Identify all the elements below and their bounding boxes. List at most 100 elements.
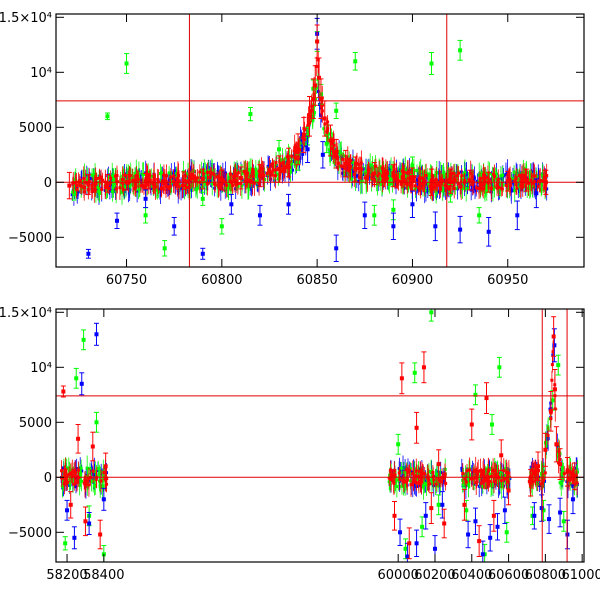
data-point: [412, 370, 417, 375]
x-tick-label: 60900: [392, 273, 433, 288]
cloud-point: [316, 64, 320, 68]
y-tick-label: −5000: [8, 231, 52, 246]
cloud-point: [396, 181, 400, 185]
data-point: [277, 147, 282, 152]
cloud-point: [300, 146, 304, 150]
cloud-point: [194, 176, 198, 180]
cloud-point: [87, 483, 91, 487]
cloud-point: [188, 177, 192, 181]
cloud-point: [397, 471, 401, 475]
cloud-point: [200, 168, 204, 172]
data-point: [391, 224, 396, 229]
cloud-point: [398, 175, 402, 179]
cloud-point: [85, 466, 89, 470]
cloud-point: [270, 162, 274, 166]
cloud-point: [139, 184, 143, 188]
cloud-point: [497, 185, 501, 189]
cloud-point: [434, 482, 438, 486]
cloud-point: [172, 172, 176, 176]
cloud-point: [407, 468, 411, 472]
cloud-point: [232, 174, 236, 178]
data-point: [87, 521, 92, 526]
cloud-point: [236, 171, 240, 175]
cloud-point: [426, 478, 430, 482]
data-point: [473, 392, 478, 397]
cloud-point: [422, 485, 426, 489]
cloud-point: [387, 182, 391, 186]
data-point: [320, 152, 325, 157]
data-point: [391, 207, 396, 212]
y-tick-label: 1.5×10⁴: [0, 306, 52, 321]
cloud-point: [75, 475, 79, 479]
cloud-point: [539, 472, 543, 476]
cloud-point: [389, 478, 393, 482]
cloud-point: [133, 172, 137, 176]
data-point: [399, 376, 404, 381]
cloud-point: [158, 189, 162, 193]
cloud-point: [468, 468, 472, 472]
cloud-point: [192, 174, 196, 178]
cloud-point: [420, 480, 424, 484]
data-point: [458, 48, 463, 53]
cloud-point: [341, 165, 345, 169]
cloud-point: [255, 180, 259, 184]
cloud-point: [403, 483, 407, 487]
cloud-point: [430, 178, 434, 182]
cloud-point: [485, 485, 489, 489]
cloud-point: [500, 187, 504, 191]
data-point: [561, 519, 566, 524]
cloud-point: [78, 183, 82, 187]
cloud-point: [413, 184, 417, 188]
cloud-point: [462, 481, 466, 485]
cloud-point: [436, 183, 440, 187]
data-point: [172, 224, 177, 229]
cloud-point: [274, 161, 278, 165]
data-point: [200, 177, 205, 181]
cloud-point: [326, 120, 330, 124]
cloud-point: [550, 363, 554, 367]
data-point: [541, 508, 546, 513]
cloud-point: [537, 177, 541, 181]
data-point: [162, 246, 167, 251]
cloud-point: [98, 485, 102, 489]
cloud-point: [327, 132, 331, 136]
cloud-point: [459, 185, 463, 189]
cloud-point: [121, 187, 125, 191]
cloud-point: [410, 180, 414, 184]
cloud-point: [540, 173, 544, 177]
y-tick-label: 0: [44, 471, 52, 486]
cloud-point: [409, 183, 413, 187]
data-point: [551, 334, 556, 339]
cloud-point: [380, 174, 384, 178]
cloud-point: [424, 174, 428, 178]
cloud-point: [521, 185, 525, 189]
cloud-point: [288, 165, 292, 169]
cloud-point: [399, 466, 403, 470]
cloud-point: [325, 130, 329, 134]
cloud-point: [357, 179, 361, 183]
cloud-point: [557, 449, 561, 453]
cloud-point: [420, 176, 424, 180]
cloud-point: [128, 184, 132, 188]
cloud-point: [358, 166, 362, 170]
cloud-point: [542, 478, 546, 482]
cloud-point: [481, 186, 485, 190]
cloud-point: [437, 478, 441, 482]
cloud-point: [356, 167, 360, 171]
data-point: [67, 183, 72, 188]
cloud-point: [567, 476, 571, 480]
cloud-point: [331, 150, 335, 154]
cloud-point: [453, 177, 457, 181]
cloud-point: [225, 182, 229, 186]
cloud-point: [413, 175, 417, 179]
cloud-point: [309, 110, 313, 114]
cloud-point: [388, 468, 392, 472]
cloud-point: [293, 163, 297, 167]
data-point: [334, 108, 339, 113]
cloud-point: [295, 156, 299, 160]
x-tick-label: 60850: [296, 273, 337, 288]
cloud-point: [202, 172, 206, 176]
cloud-point: [115, 174, 119, 178]
cloud-point: [537, 179, 541, 183]
cloud-point: [482, 181, 486, 185]
